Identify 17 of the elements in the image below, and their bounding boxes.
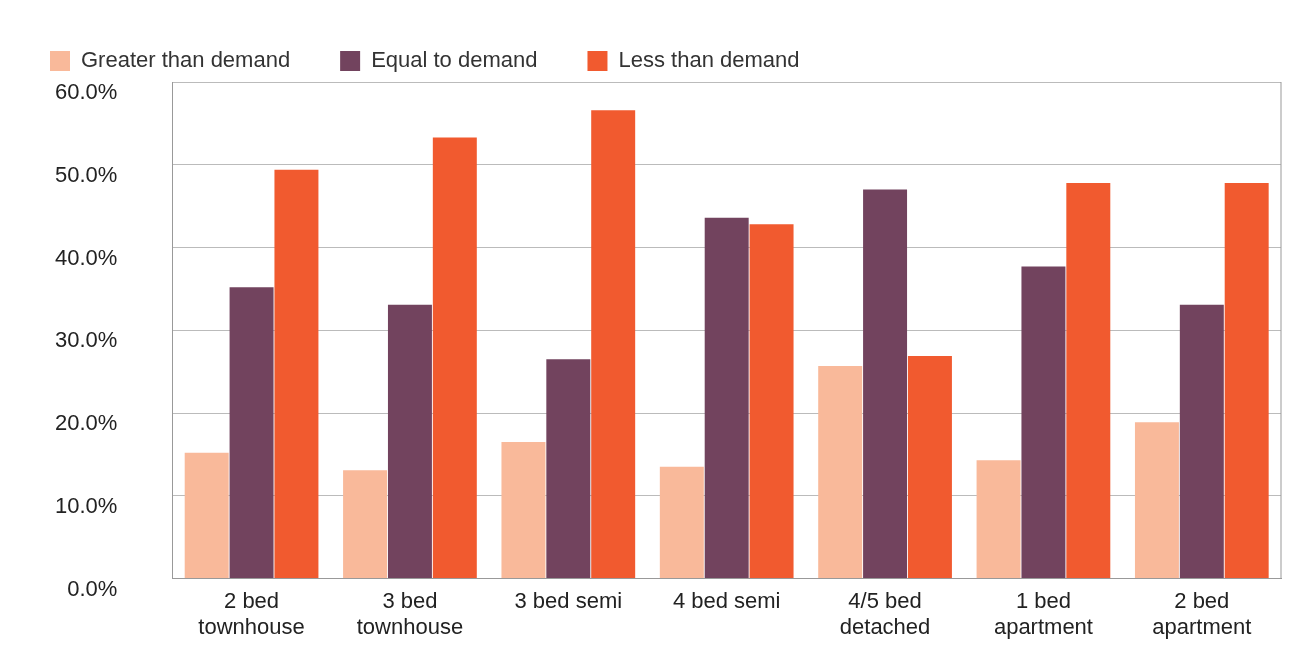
x-tick-label: 2 bed townhouse bbox=[198, 587, 305, 640]
x-tick-label: 4/5 bed detached bbox=[839, 587, 931, 640]
y-tick-label: 20.0% bbox=[54, 410, 118, 436]
y-tick-label: 0.0% bbox=[67, 575, 118, 601]
legend-label: Greater than demand bbox=[81, 47, 291, 73]
x-tick-label: 4 bed semi bbox=[672, 587, 781, 613]
y-tick-label: 50.0% bbox=[54, 161, 118, 187]
y-tick-label: 40.0% bbox=[54, 244, 118, 270]
y-tick-label: 10.0% bbox=[54, 492, 118, 518]
legend-label: Equal to demand bbox=[371, 47, 538, 73]
x-tick-label: 2 bed apartment bbox=[1152, 587, 1252, 640]
x-tick-label: 1 bed apartment bbox=[993, 587, 1093, 640]
y-tick-label: 30.0% bbox=[54, 327, 118, 353]
legend-label: Less than demand bbox=[618, 47, 800, 73]
x-tick-label: 3 bed townhouse bbox=[356, 587, 464, 640]
x-tick-label: 3 bed semi bbox=[514, 587, 623, 613]
y-tick-label: 60.0% bbox=[54, 79, 118, 105]
